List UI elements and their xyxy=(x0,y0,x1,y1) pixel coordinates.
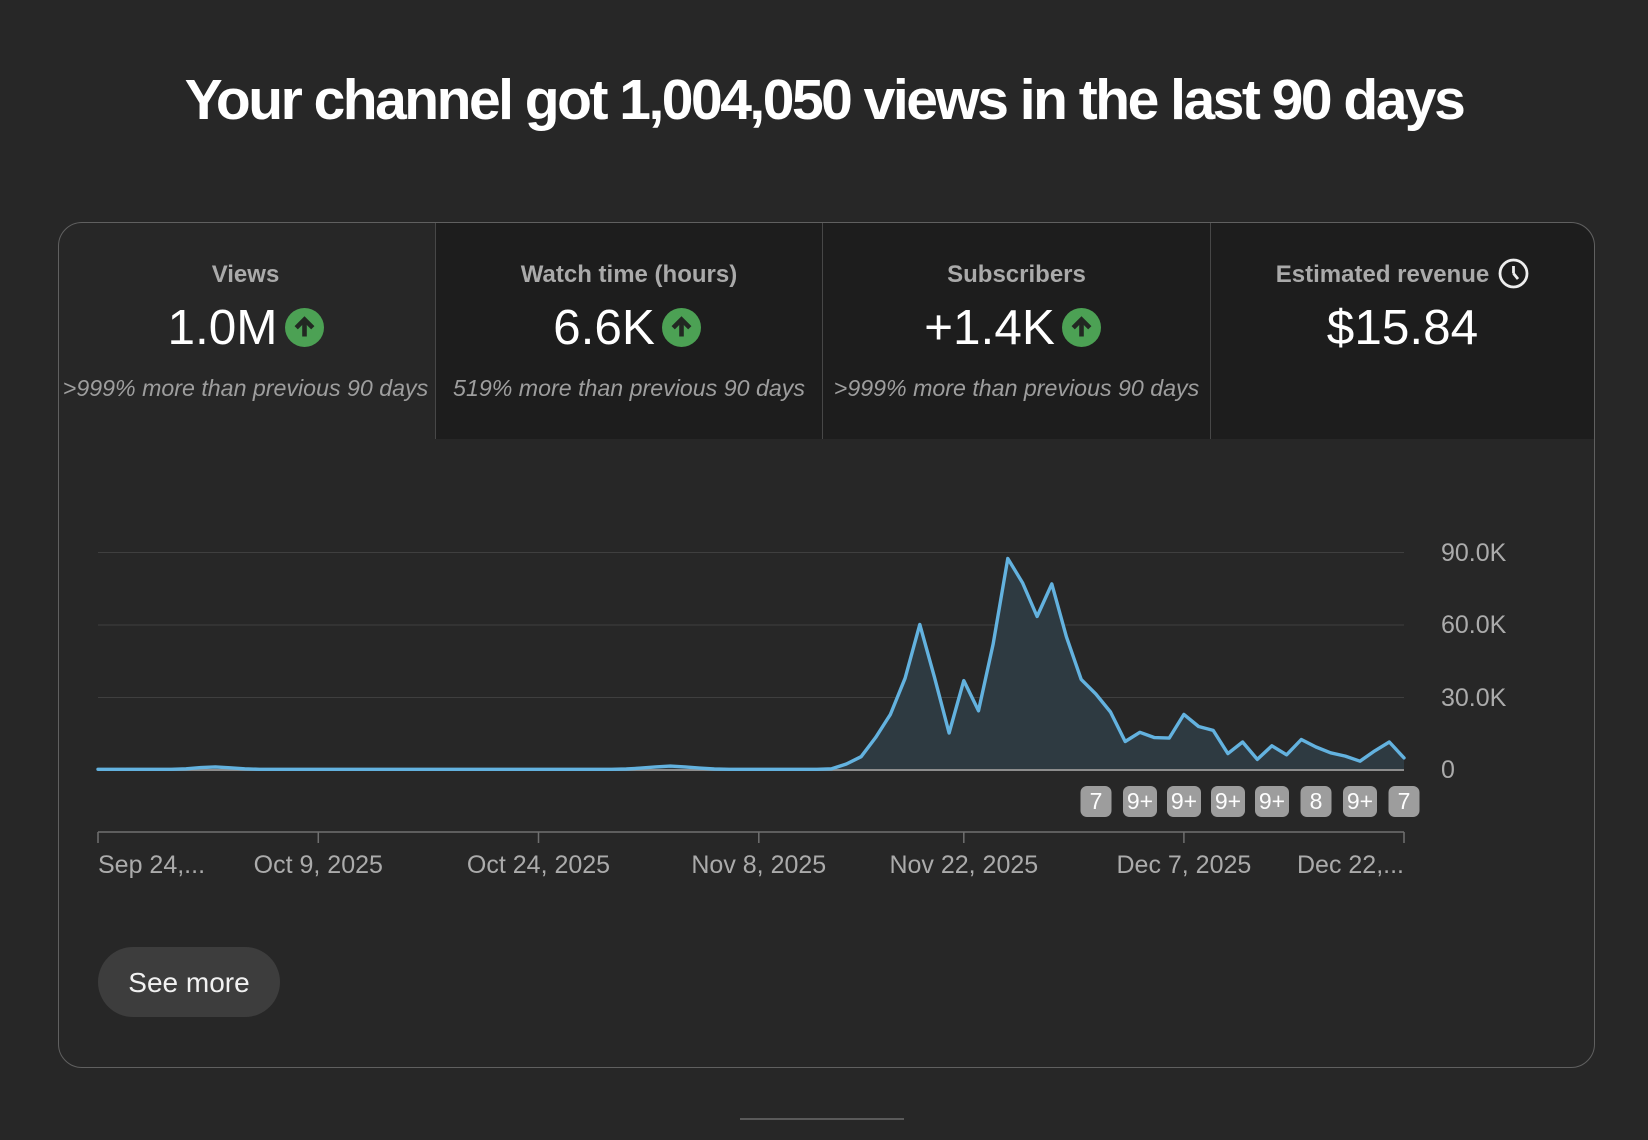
svg-text:Sep 24,...: Sep 24,... xyxy=(98,851,205,879)
svg-text:9+: 9+ xyxy=(1259,788,1285,814)
svg-text:90.0K: 90.0K xyxy=(1441,539,1507,567)
svg-text:Oct 24, 2025: Oct 24, 2025 xyxy=(467,851,610,879)
svg-text:Dec 22,...: Dec 22,... xyxy=(1297,851,1404,879)
svg-text:0: 0 xyxy=(1441,756,1455,784)
svg-text:9+: 9+ xyxy=(1215,788,1241,814)
svg-text:Oct 9, 2025: Oct 9, 2025 xyxy=(254,851,383,879)
svg-text:30.0K: 30.0K xyxy=(1441,684,1507,712)
svg-text:Nov 22, 2025: Nov 22, 2025 xyxy=(889,851,1038,879)
svg-text:7: 7 xyxy=(1090,788,1103,814)
svg-text:8: 8 xyxy=(1310,788,1323,814)
svg-text:Dec 7, 2025: Dec 7, 2025 xyxy=(1116,851,1251,879)
svg-text:9+: 9+ xyxy=(1127,788,1153,814)
svg-text:9+: 9+ xyxy=(1171,788,1197,814)
svg-text:60.0K: 60.0K xyxy=(1441,611,1507,639)
svg-text:Nov 8, 2025: Nov 8, 2025 xyxy=(691,851,826,879)
svg-text:9+: 9+ xyxy=(1347,788,1373,814)
svg-text:7: 7 xyxy=(1398,788,1411,814)
